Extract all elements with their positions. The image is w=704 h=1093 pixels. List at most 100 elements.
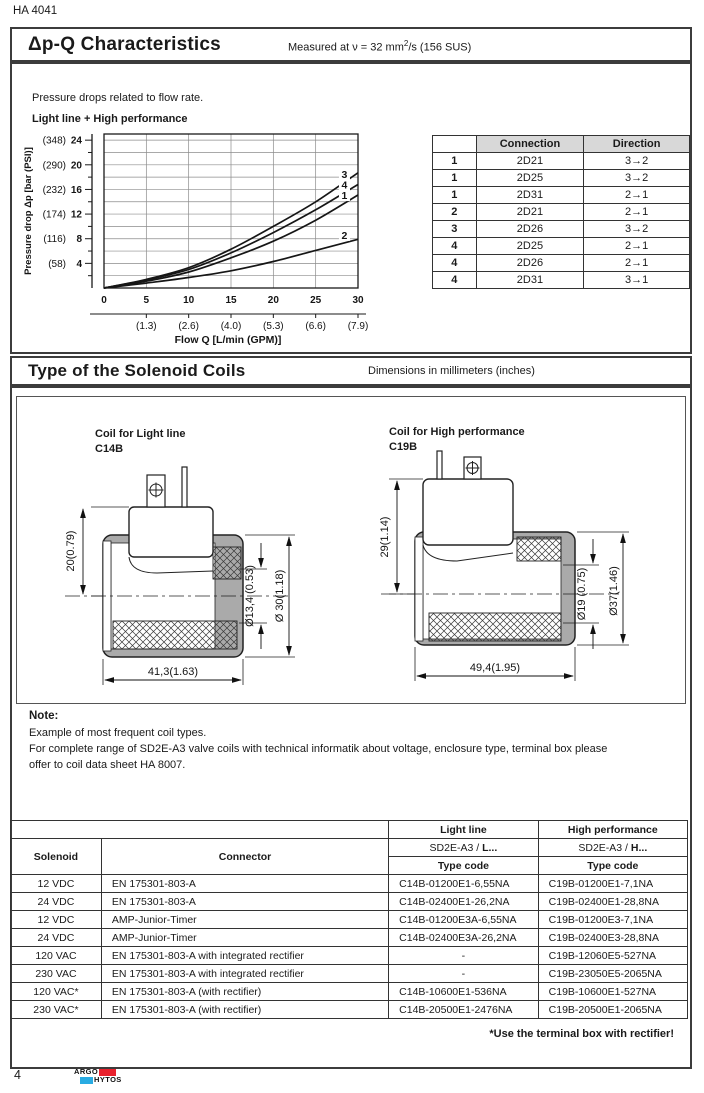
svg-text:8: 8 xyxy=(76,234,82,245)
table-cell: 2D25 xyxy=(475,169,585,187)
coil-diagram-c14b: 20(0.79) Ø13,4 (0.53) Ø 30(1.18) 41,3(1.… xyxy=(65,466,295,685)
connection-table: Connection Direction 1 2D21 3→2 1 2D25 3→2 1 2D… xyxy=(432,135,690,289)
table-cell: C19B-01200E3-7,1NA xyxy=(537,910,689,929)
svg-text:16: 16 xyxy=(71,185,83,196)
subheader-prefix: SD2E-A3 / xyxy=(578,841,631,854)
section-coils-content: Coil for Light line C14B Coil for High p… xyxy=(9,386,692,1069)
table-row: 1 2D21 3→2 xyxy=(432,152,690,170)
coil-caption-light-line: Coil for Light line C14B xyxy=(95,427,185,457)
table-cell: - xyxy=(388,946,539,965)
argo-hytos-logo: ARGO HYTOS xyxy=(74,1068,122,1084)
section-coils-title-band: Type of the Solenoid Coils Dimensions in… xyxy=(10,356,692,386)
header-cell-light-line: Light line xyxy=(388,820,539,839)
svg-text:20: 20 xyxy=(268,295,280,306)
measured-at-text: Measured at ν = 32 mm2/s (156 SUS) xyxy=(288,39,471,54)
table-row: 230 VAC EN 175301-803-A with integrated r… xyxy=(10,964,689,983)
svg-text:(6.6): (6.6) xyxy=(305,321,326,332)
coil-caption-line2: C14B xyxy=(95,443,124,455)
svg-text:24: 24 xyxy=(71,136,83,147)
table-cell: EN 175301-803-A with integrated rectifie… xyxy=(100,964,390,983)
header-cell-type-code: Type code xyxy=(537,856,689,875)
coil-diagrams-box: Coil for Light line C14B Coil for High p… xyxy=(16,396,686,704)
coil-type-table: Light line High performance Solenoid Con… xyxy=(9,820,689,1019)
table-cell: C19B-20500E1-2065NA xyxy=(537,1000,689,1019)
header-cell-typecode-high: SD2E-A3 / H... xyxy=(537,838,689,857)
table-cell: 4 xyxy=(432,254,477,272)
header-cell-blank xyxy=(432,135,477,153)
table-row: 120 VAC* EN 175301-803-A (with rectifier)… xyxy=(10,982,689,1001)
curve-label-2: 2 xyxy=(342,230,348,242)
plug-terminal-thin xyxy=(181,466,188,508)
table-cell: 2→1 xyxy=(583,237,690,255)
svg-text:10: 10 xyxy=(183,295,195,306)
svg-text:(2.6): (2.6) xyxy=(178,321,199,332)
plug-skirt xyxy=(422,544,514,562)
plug-body xyxy=(422,478,514,546)
section-dpq-title-band: Δp-Q Characteristics Measured at ν = 32 … xyxy=(10,27,692,62)
table-cell: C14B-01200E1-6,55NA xyxy=(388,874,539,893)
doc-number: HA 4041 xyxy=(13,5,58,17)
coil-winding-bottom xyxy=(112,620,238,650)
table-cell: 2→1 xyxy=(583,254,690,272)
curve-4 xyxy=(103,183,359,289)
chart-label: Light line + High performance xyxy=(32,113,188,125)
plug-terminal-thin xyxy=(436,450,443,480)
coil-caption-line1: Coil for High performance xyxy=(389,426,525,438)
header-cell-high-performance: High performance xyxy=(537,820,689,839)
svg-text:(116): (116) xyxy=(43,234,66,245)
table-cell: 3→2 xyxy=(583,169,690,187)
table-cell: 2D26 xyxy=(475,254,585,272)
screw-icon xyxy=(465,461,480,475)
table-cell: C19B-02400E1-28,8NA xyxy=(537,892,689,911)
svg-text:12: 12 xyxy=(71,210,83,221)
svg-text:(348): (348) xyxy=(43,136,66,147)
table-cell: EN 175301-803-A xyxy=(100,874,390,893)
table-row: 1 2D31 2→1 xyxy=(432,186,690,204)
measured-post: /s (156 SUS) xyxy=(408,41,472,54)
logo-red-rect xyxy=(99,1068,117,1076)
svg-text:30: 30 xyxy=(352,295,364,306)
section-dpq-title: Δp-Q Characteristics xyxy=(28,33,221,55)
logo-text-argo: ARGO xyxy=(74,1067,99,1077)
page-number: 4 xyxy=(14,1068,21,1082)
table-cell: EN 175301-803-A (with rectifier) xyxy=(100,982,390,1001)
svg-text:(4.0): (4.0) xyxy=(221,321,242,332)
curve-label-3: 3 xyxy=(342,169,348,181)
coil-winding-top xyxy=(516,536,562,562)
y-axis-label: Pressure drop Δp [bar (PSI)] xyxy=(23,147,34,275)
x-axis-label: Flow Q [L/min (GPM)] xyxy=(175,334,282,346)
coil-diagram-c19b: 29(1.14) Ø19 (0.75) Ø37(1.46) 49,4(1.95) xyxy=(379,450,629,681)
table-cell: 120 VAC* xyxy=(10,982,102,1001)
coil-caption-line2: C19B xyxy=(389,441,418,453)
screw-icon xyxy=(148,482,164,498)
table-cell: 2D31 xyxy=(475,186,585,204)
table-row: 1 2D25 3→2 xyxy=(432,169,690,187)
table-cell: 2→1 xyxy=(583,203,690,221)
table-cell: 12 VDC xyxy=(10,910,102,929)
svg-text:(7.9): (7.9) xyxy=(348,321,369,332)
svg-text:(1.3): (1.3) xyxy=(136,321,157,332)
plug-body xyxy=(128,506,214,558)
header-cell-connection: Connection xyxy=(475,135,585,153)
measured-pre: Measured at ν = 32 mm xyxy=(288,41,404,54)
table-cell: EN 175301-803-A with integrated rectifie… xyxy=(100,946,390,965)
table-cell: C14B-20500E1-2476NA xyxy=(388,1000,539,1019)
curve-1 xyxy=(103,194,359,289)
coil-winding-top xyxy=(212,546,242,580)
table-cell: 230 VAC* xyxy=(10,1000,102,1019)
header-cell-blank xyxy=(9,820,390,839)
table-cell: EN 175301-803-A xyxy=(100,892,390,911)
table-header-row: Solenoid Connector SD2E-A3 / L... SD2E-A… xyxy=(10,838,689,875)
dim-inner-diameter-label: Ø13,4 (0.53) xyxy=(244,565,256,627)
table-cell: 120 VAC xyxy=(10,946,102,965)
subheader-bold: L... xyxy=(482,841,498,854)
header-cell-connector: Connector xyxy=(100,838,390,875)
table-row: 4 2D25 2→1 xyxy=(432,237,690,255)
svg-text:(58): (58) xyxy=(48,259,66,270)
svg-text:0: 0 xyxy=(101,295,107,306)
table-cell: 2 xyxy=(432,203,477,221)
table-cell: C14B-02400E3A-26,2NA xyxy=(388,928,539,947)
table-cell: AMP-Junior-Timer xyxy=(100,910,390,929)
table-row: 2 2D21 2→1 xyxy=(432,203,690,221)
